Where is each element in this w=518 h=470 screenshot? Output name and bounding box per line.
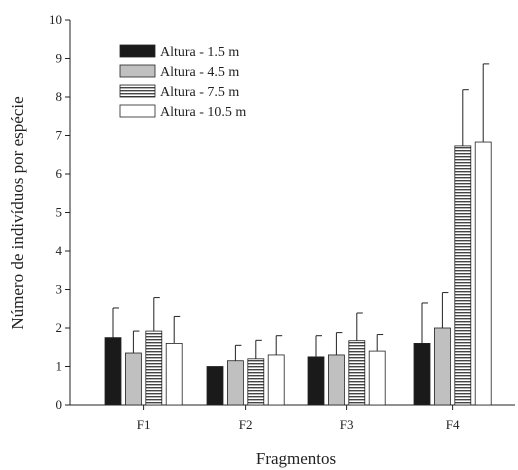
x-tick-label: F1 (137, 417, 151, 432)
y-tick-label: 2 (56, 320, 63, 335)
legend-swatch (119, 44, 156, 58)
legend-swatch (119, 84, 156, 98)
bar (226, 360, 244, 406)
y-tick-label: 9 (56, 51, 63, 66)
y-tick-label: 6 (56, 166, 63, 181)
x-tick-label: F4 (446, 417, 460, 432)
bar (145, 330, 163, 406)
legend-label: Altura - 4.5 m (160, 65, 239, 80)
y-tick-label: 1 (56, 359, 63, 374)
y-tick-label: 5 (56, 205, 63, 220)
legend-label: Altura - 10.5 m (160, 105, 246, 120)
y-tick-label: 0 (56, 397, 63, 412)
plot-area: 0 1 2 3 4 5 6 7 8 9 10 F1 F2 F3 F4 (49, 12, 515, 432)
legend-label: Altura - 7.5 m (160, 85, 239, 100)
legend: Altura - 1.5 m Altura - 4.5 m Altura - 7.5… (119, 44, 246, 120)
legend-swatch (119, 104, 156, 118)
bar (247, 358, 265, 406)
bar (104, 337, 122, 406)
x-tick-label: F3 (340, 417, 354, 432)
bar (125, 352, 142, 406)
bar (267, 354, 285, 406)
y-tick-label: 3 (56, 282, 63, 297)
bar (327, 354, 345, 406)
bar (206, 366, 224, 406)
y-tick-label: 4 (56, 243, 63, 258)
x-tick-label: F2 (239, 417, 253, 432)
bar (307, 356, 325, 406)
bar (433, 327, 451, 406)
x-axis-title: Fragmentos (256, 449, 336, 468)
bar (348, 340, 366, 406)
legend-label: Altura - 1.5 m (160, 45, 239, 60)
bar (474, 141, 492, 406)
y-tick-label: 7 (56, 128, 63, 143)
y-tick-label: 10 (49, 12, 62, 27)
bar (165, 342, 183, 406)
bar (454, 145, 472, 406)
bar (368, 350, 386, 406)
y-tick-label: 8 (56, 89, 63, 104)
y-axis-title: Número de indivíduos por espécie (8, 96, 27, 329)
legend-swatch (119, 64, 156, 78)
bar (413, 342, 431, 406)
